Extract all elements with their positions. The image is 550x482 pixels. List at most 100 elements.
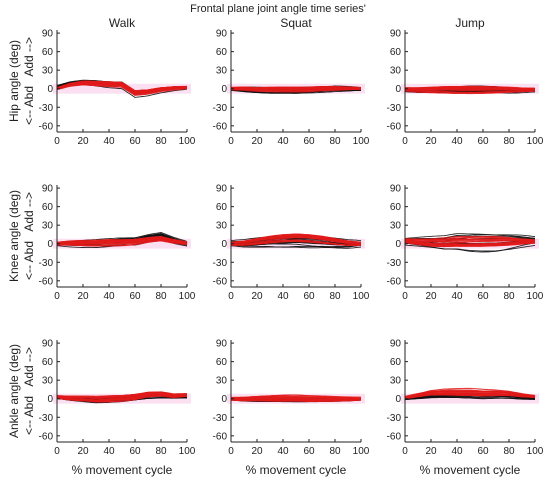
black-trace-knee-squat-9 xyxy=(231,243,362,249)
row-label-hip-line2: <-- Abd Add --> xyxy=(22,37,36,125)
y-tick-label-knee-squat-90: 90 xyxy=(216,184,228,195)
red-trace-knee-squat-14 xyxy=(230,234,362,245)
y-tick-label-hip-walk-30: 30 xyxy=(42,66,54,77)
black-trace-knee-jump-10 xyxy=(404,233,536,239)
x-tick-label-knee-squat-20: 20 xyxy=(251,291,263,302)
x-tick-label-ankle-squat-100: 100 xyxy=(353,446,370,457)
x-tick-label-knee-walk-40: 40 xyxy=(103,291,115,302)
y-tick-label-knee-walk--60: -60 xyxy=(39,276,54,287)
row-label-ankle-line1: Ankle angle (deg) xyxy=(7,344,21,438)
red-trace-hip-squat-17 xyxy=(231,88,361,91)
red-trace-hip-jump-14 xyxy=(404,89,536,95)
black-trace-knee-squat-11 xyxy=(230,244,362,249)
x-tick-label-hip-squat-100: 100 xyxy=(353,136,370,147)
y-tick-label-knee-walk-0: 0 xyxy=(47,239,53,250)
red-trace-ankle-walk-17 xyxy=(56,392,188,399)
y-tick-label-hip-walk--30: -30 xyxy=(39,103,54,114)
y-tick-label-knee-squat-60: 60 xyxy=(216,202,228,213)
red-trace-hip-walk-11 xyxy=(56,82,188,94)
y-tick-label-ankle-jump-90: 90 xyxy=(390,339,402,350)
y-tick-label-ankle-squat--30: -30 xyxy=(213,413,228,424)
x-tick-label-ankle-walk-60: 60 xyxy=(129,446,141,457)
x-tick-label-ankle-squat-20: 20 xyxy=(251,446,263,457)
red-trace-knee-walk-17 xyxy=(56,238,188,245)
y-tick-label-knee-walk-60: 60 xyxy=(42,202,54,213)
red-trace-ankle-jump-16 xyxy=(404,389,536,399)
y-tick-label-ankle-squat--60: -60 xyxy=(213,431,228,442)
y-tick-label-ankle-walk-90: 90 xyxy=(42,339,54,350)
x-tick-label-ankle-jump-80: 80 xyxy=(503,446,515,457)
red-trace-knee-jump-11 xyxy=(404,235,536,242)
x-tick-label-hip-walk-80: 80 xyxy=(155,136,167,147)
y-tick-label-knee-walk-30: 30 xyxy=(42,221,54,232)
y-tick-label-ankle-squat-30: 30 xyxy=(216,376,228,387)
y-tick-label-knee-squat--30: -30 xyxy=(213,258,228,269)
y-tick-label-knee-jump--60: -60 xyxy=(387,276,402,287)
x-tick-label-ankle-squat-0: 0 xyxy=(228,446,234,457)
y-tick-label-knee-jump-60: 60 xyxy=(390,202,402,213)
y-tick-label-knee-squat-30: 30 xyxy=(216,221,228,232)
y-tick-label-knee-walk-90: 90 xyxy=(42,184,54,195)
y-tick-label-hip-walk--60: -60 xyxy=(39,121,54,132)
x-tick-label-hip-squat-60: 60 xyxy=(303,136,315,147)
y-tick-label-hip-walk-0: 0 xyxy=(47,84,53,95)
red-trace-ankle-squat-14 xyxy=(230,394,362,400)
red-trace-knee-jump-17 xyxy=(405,238,536,242)
x-tick-label-knee-jump-20: 20 xyxy=(425,291,437,302)
x-tick-label-ankle-walk-0: 0 xyxy=(54,446,60,457)
red-trace-hip-jump-15 xyxy=(404,89,535,93)
red-trace-ankle-walk-14 xyxy=(56,395,188,402)
y-tick-label-knee-jump--30: -30 xyxy=(387,258,402,269)
y-tick-label-ankle-walk--30: -30 xyxy=(39,413,54,424)
y-tick-label-hip-squat-60: 60 xyxy=(216,47,228,58)
y-tick-label-hip-squat-90: 90 xyxy=(216,29,228,40)
x-tick-label-hip-squat-20: 20 xyxy=(251,136,263,147)
row-label-hip-line1: Hip angle (deg) xyxy=(7,40,21,122)
y-tick-label-hip-jump--60: -60 xyxy=(387,121,402,132)
x-tick-label-ankle-jump-20: 20 xyxy=(425,446,437,457)
red-trace-hip-jump-12 xyxy=(405,85,536,90)
y-tick-label-hip-jump-60: 60 xyxy=(390,47,402,58)
column-title-walk: Walk xyxy=(109,16,136,30)
x-tick-label-knee-jump-60: 60 xyxy=(477,291,489,302)
red-trace-ankle-jump-13 xyxy=(404,387,536,398)
row-label-ankle: Ankle angle (deg) <-- Abd Add --> xyxy=(7,344,36,438)
x-tick-label-hip-squat-80: 80 xyxy=(329,136,341,147)
y-tick-label-ankle-squat-90: 90 xyxy=(216,339,228,350)
x-tick-label-knee-squat-100: 100 xyxy=(353,291,370,302)
row-label-knee-line2: <-- Abd Add --> xyxy=(22,192,36,280)
x-tick-label-knee-squat-60: 60 xyxy=(303,291,315,302)
y-tick-label-ankle-squat-0: 0 xyxy=(221,394,227,405)
red-trace-ankle-squat-16 xyxy=(231,398,361,400)
column-title-jump: Jump xyxy=(455,16,485,30)
x-tick-label-ankle-squat-80: 80 xyxy=(329,446,341,457)
red-trace-knee-squat-17 xyxy=(231,240,362,246)
x-axis-label-walk: % movement cycle xyxy=(72,463,173,477)
x-tick-label-ankle-walk-40: 40 xyxy=(103,446,115,457)
x-tick-label-knee-jump-100: 100 xyxy=(527,291,544,302)
red-trace-ankle-jump-15 xyxy=(404,392,536,399)
y-tick-label-ankle-walk--60: -60 xyxy=(39,431,54,442)
x-tick-label-hip-jump-40: 40 xyxy=(451,136,463,147)
x-tick-label-hip-jump-0: 0 xyxy=(402,136,408,147)
x-tick-label-hip-walk-60: 60 xyxy=(129,136,141,147)
x-tick-label-ankle-squat-60: 60 xyxy=(303,446,315,457)
y-tick-label-knee-walk--30: -30 xyxy=(39,258,54,269)
red-trace-hip-walk-16 xyxy=(56,80,187,93)
y-tick-label-hip-walk-60: 60 xyxy=(42,47,54,58)
x-tick-label-hip-jump-100: 100 xyxy=(527,136,544,147)
x-tick-label-hip-squat-0: 0 xyxy=(228,136,234,147)
x-tick-label-hip-jump-80: 80 xyxy=(503,136,515,147)
y-tick-label-ankle-jump-0: 0 xyxy=(395,394,401,405)
x-tick-label-ankle-jump-0: 0 xyxy=(402,446,408,457)
x-tick-label-knee-walk-60: 60 xyxy=(129,291,141,302)
x-tick-label-hip-walk-40: 40 xyxy=(103,136,115,147)
red-trace-ankle-jump-17 xyxy=(404,393,536,399)
